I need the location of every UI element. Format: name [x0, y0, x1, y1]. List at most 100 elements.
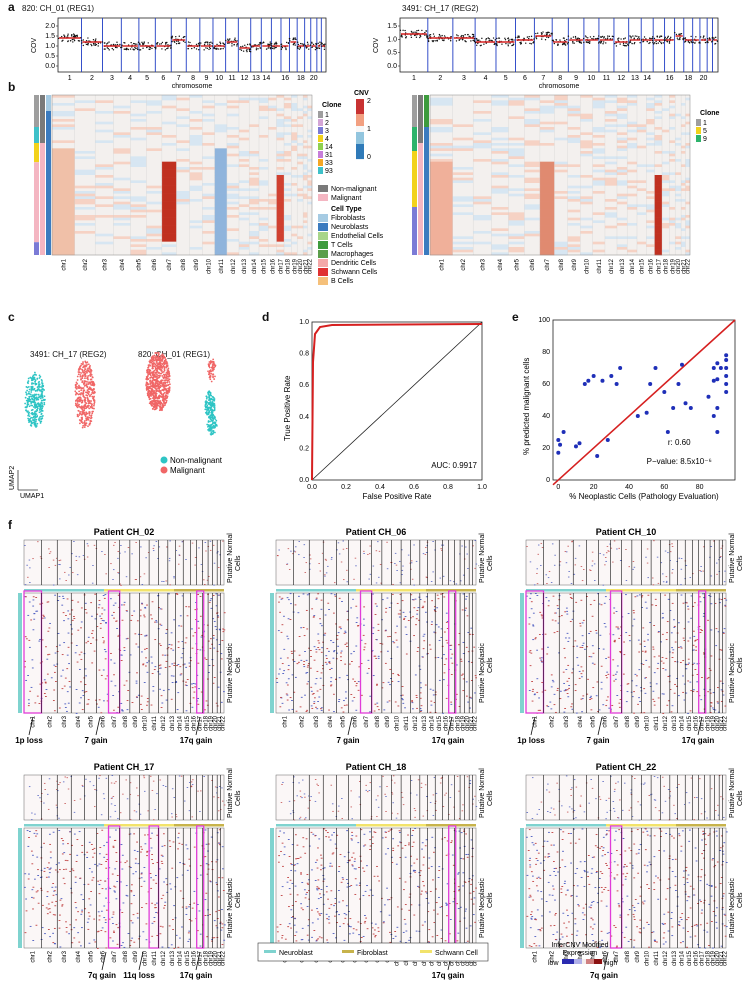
heat-cell: [592, 153, 605, 157]
heat-cell: [284, 233, 292, 237]
cov-point: [187, 41, 190, 43]
heat-cell: [276, 100, 285, 104]
heat-cell: [226, 183, 239, 186]
heat-cell: [646, 196, 655, 200]
heat-cell: [508, 167, 525, 170]
heat-cell: [662, 151, 670, 154]
umap-point-nonmalignant: [43, 398, 46, 401]
heat-cell: [214, 252, 227, 256]
heat-cell: [303, 140, 308, 144]
heat-cell: [616, 140, 628, 144]
heat-cell: [430, 223, 453, 226]
heat-cell: [258, 159, 269, 162]
heat-cell: [297, 236, 304, 240]
heat-cell: [297, 108, 304, 112]
heat-cell: [176, 236, 190, 240]
cov-point: [248, 49, 251, 51]
heat-cell: [161, 159, 177, 162]
heat-cell: [452, 113, 474, 117]
heat-cell: [130, 209, 147, 213]
heat-cell: [616, 207, 628, 210]
cov-point: [71, 38, 74, 41]
heat-cell: [297, 188, 304, 192]
heat-cell: [616, 193, 628, 197]
cov-point: [424, 31, 426, 34]
heat-cell: [238, 161, 250, 165]
umap-point-malignant: [83, 407, 86, 410]
heat-cell: [662, 233, 670, 237]
cnv-colorbar-cell: [356, 126, 364, 128]
heat-cell: [291, 177, 298, 181]
heat-cell: [675, 108, 682, 112]
heat-cell: [74, 201, 96, 205]
heat-cell: [662, 177, 670, 181]
heat-cell: [130, 185, 147, 189]
cov-point: [242, 50, 245, 52]
heat-cell: [669, 100, 676, 104]
heat-cell: [452, 116, 474, 120]
heat-cell: [636, 185, 647, 189]
heat-cell: [685, 159, 690, 162]
heat-cell: [430, 103, 453, 106]
cov-point: [82, 39, 84, 41]
heat-cell: [646, 137, 655, 141]
heat-cell: [430, 137, 453, 141]
heat-cell: [567, 209, 581, 213]
umap-point-malignant: [93, 404, 95, 407]
heat-cell: [685, 185, 690, 189]
heat-cell: [491, 199, 509, 202]
heat-cell: [685, 199, 690, 202]
heat-cell: [554, 121, 568, 125]
heat-cell: [146, 119, 162, 122]
heat-cell: [276, 236, 285, 240]
heat-cell: [176, 241, 190, 245]
heat-cell: [473, 231, 492, 234]
heat-cell: [452, 188, 474, 192]
heat-cell: [258, 105, 269, 109]
heat-cell: [291, 164, 298, 168]
heat-cell: [669, 132, 676, 136]
umap-point-nonmalignant: [26, 401, 29, 404]
heat-cell: [654, 161, 663, 165]
cnv-title: CNV: [354, 90, 369, 97]
heat-cell: [646, 145, 655, 149]
heat-cell: [554, 145, 568, 149]
cov-point: [85, 39, 88, 42]
heat-cell: [524, 239, 540, 242]
heat-cell: [284, 164, 292, 168]
heat-cell: [130, 132, 147, 136]
heat-cell: [249, 220, 259, 224]
heat-cell: [567, 103, 581, 106]
heat-cell: [675, 159, 682, 162]
heat-cell: [130, 207, 147, 210]
heat-cell: [258, 233, 269, 237]
heat-cell: [268, 148, 277, 152]
cov-point: [660, 41, 662, 44]
heat-cell: [430, 244, 453, 248]
heat-cell: [297, 169, 304, 173]
umap-point-nonmalignant: [32, 378, 35, 381]
heat-cell: [74, 169, 96, 173]
cov-point: [631, 42, 633, 45]
annotation-bar: [418, 95, 423, 143]
heat-cell: [258, 140, 269, 144]
heat-cell: [580, 199, 593, 202]
cov-point: [545, 32, 547, 34]
cov-point: [154, 46, 156, 49]
heat-cell: [95, 145, 114, 149]
heat-cell: [636, 193, 647, 197]
heat-cell: [669, 193, 676, 197]
heat-cell: [238, 191, 250, 194]
heat-cell: [176, 151, 190, 154]
heat-cell: [202, 233, 215, 237]
cov-point: [239, 48, 241, 51]
heat-cell: [662, 196, 670, 200]
umap-point-malignant: [74, 402, 77, 405]
heat-cell: [681, 103, 686, 106]
cov-point: [404, 29, 406, 32]
heat-cell: [95, 209, 114, 213]
heat-cell: [307, 201, 312, 205]
heat-cell: [627, 231, 637, 234]
cov-point: [627, 43, 629, 45]
heat-cell: [95, 97, 114, 101]
